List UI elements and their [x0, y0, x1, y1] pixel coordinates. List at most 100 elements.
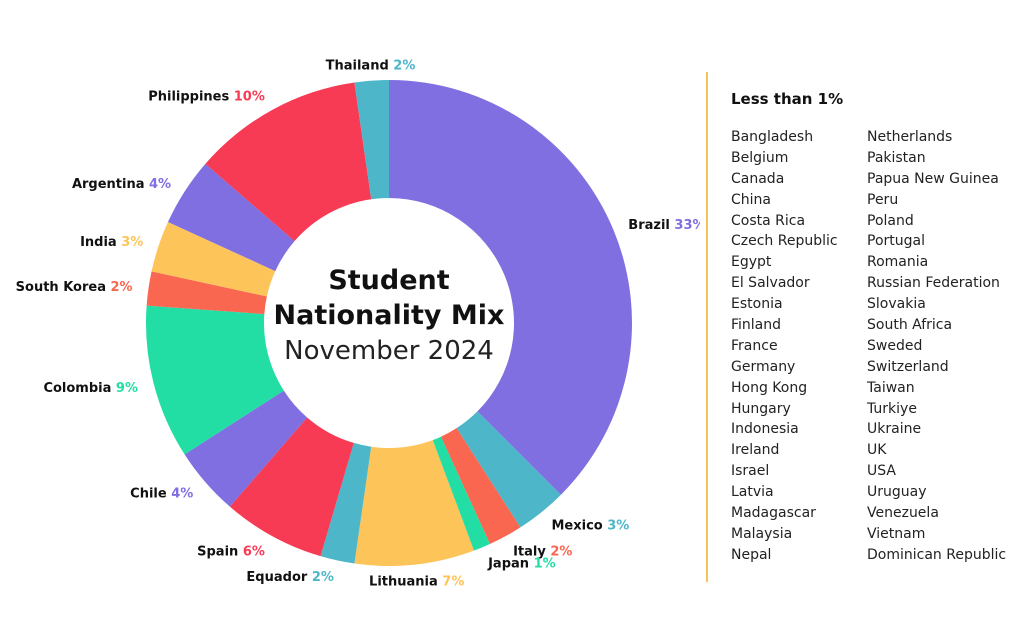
list-item: Madagascar [731, 505, 816, 522]
slice-label-percent: 1% [534, 556, 556, 571]
list-item: Russian Federation [867, 275, 1000, 292]
slice-label-name: Argentina [72, 177, 149, 192]
slice-label-spain: Spain 6% [197, 544, 265, 559]
list-item: Finland [731, 317, 782, 334]
list-item: USA [867, 463, 896, 480]
slice-japan [432, 436, 490, 551]
slice-label-philippines: Philippines 10% [148, 90, 265, 105]
slice-label-percent: 2% [312, 570, 334, 585]
slice-thailand [354, 80, 389, 200]
slice-label-name: Colombia [43, 381, 115, 396]
list-item: France [731, 337, 778, 354]
slice-label-name: Lithuania [369, 575, 442, 590]
slice-label-name: Chile [130, 487, 171, 502]
slice-label-percent: 10% [234, 90, 265, 105]
list-item: Ukraine [867, 421, 922, 438]
list-item: Sweded [867, 337, 923, 354]
list-item: Belgium [731, 149, 789, 166]
list-item: Vietnam [867, 525, 926, 542]
list-item: Malaysia [731, 525, 793, 542]
slice-label-south-korea: South Korea 2% [16, 280, 133, 295]
slice-lithuania [354, 440, 474, 566]
slice-philippines [205, 82, 372, 242]
list-item: Uruguay [867, 484, 927, 501]
list-item: Indonesia [731, 421, 799, 438]
slice-mexico [456, 411, 561, 528]
slice-label-name: Spain [197, 544, 243, 559]
slice-label-japan: Japan 1% [487, 556, 556, 571]
list-item: China [731, 191, 771, 208]
list-item: Portugal [867, 233, 925, 250]
chart-subtitle: November 2024 [284, 336, 494, 366]
donut-chart: Brazil 33%Mexico 3%Italy 2%Japan 1%Lithu… [16, 59, 700, 590]
slice-label-name: Equador [246, 570, 311, 585]
slice-colombia [146, 305, 284, 455]
slice-label-chile: Chile 4% [130, 487, 193, 502]
slice-label-name: Mexico [552, 519, 608, 534]
slice-label-brazil: Brazil 33% [628, 218, 700, 233]
list-item: Papua New Guinea [867, 170, 999, 187]
chart-title-line2: Nationality Mix [274, 300, 505, 331]
slice-label-lithuania: Lithuania 7% [369, 575, 464, 590]
slice-label-percent: 6% [243, 544, 265, 559]
list-item: Ireland [731, 442, 780, 459]
list-item: Hungary [731, 400, 791, 417]
legend-divider [706, 72, 708, 582]
list-item: Pakistan [867, 149, 926, 166]
list-item: Germany [731, 358, 796, 375]
slice-label-colombia: Colombia 9% [43, 381, 138, 396]
list-item: Dominican Republic [867, 546, 1007, 563]
slice-brazil [389, 80, 632, 495]
slice-spain [229, 417, 354, 557]
slice-label-thailand: Thailand 2% [326, 59, 416, 74]
slice-label-percent: 2% [550, 544, 572, 559]
slice-equador [320, 442, 372, 564]
slice-label-name: Brazil [628, 218, 674, 233]
list-item: Czech Republic [731, 233, 838, 250]
slice-label-argentina: Argentina 4% [72, 177, 171, 192]
list-item: Hong Kong [731, 379, 808, 396]
slice-label-percent: 9% [116, 381, 138, 396]
slice-south-korea [146, 271, 267, 315]
slice-label-name: Italy [513, 544, 550, 559]
slice-label-india: India 3% [80, 235, 143, 250]
slice-label-mexico: Mexico 3% [552, 519, 630, 534]
less-than-title: Less than 1% [731, 90, 844, 108]
list-item: Costa Rica [731, 212, 806, 229]
slice-label-italy: Italy 2% [513, 544, 572, 559]
list-item: Slovakia [867, 296, 926, 313]
list-item: South Africa [867, 317, 953, 334]
country-list-left: Bangladesh Belgium Canada China Costa Rica Cz… [731, 127, 838, 566]
country-list-right: Netherlands Pakistan Papua New Guinea Peru P… [867, 127, 1006, 566]
slice-label-name: Philippines [148, 90, 234, 105]
list-item: UK [867, 442, 887, 459]
list-item: Venezuela [867, 505, 939, 522]
list-item: Bangladesh [731, 129, 814, 145]
slice-label-percent: 7% [442, 575, 464, 590]
slice-argentina [167, 163, 295, 272]
slice-label-name: Thailand [326, 59, 394, 74]
slice-label-equador: Equador 2% [246, 570, 333, 585]
list-item: Netherlands [867, 129, 953, 145]
slice-label-name: South Korea [16, 280, 111, 295]
list-item: Poland [867, 212, 914, 229]
list-item: Israel [731, 463, 770, 480]
slice-labels: Brazil 33%Mexico 3%Italy 2%Japan 1%Lithu… [16, 59, 700, 590]
list-item: Latvia [731, 484, 774, 501]
slice-label-percent: 4% [149, 177, 171, 192]
slice-india [151, 222, 276, 297]
chart-title: Student [328, 265, 449, 296]
slice-label-name: Japan [487, 556, 533, 571]
list-item: Estonia [731, 296, 783, 313]
slice-italy [440, 428, 521, 545]
slice-label-percent: 33% [674, 218, 700, 233]
slice-label-percent: 3% [121, 235, 143, 250]
slice-chile [184, 390, 308, 507]
donut-slices [146, 80, 632, 566]
slice-label-percent: 4% [171, 487, 193, 502]
list-item: Taiwan [867, 379, 915, 396]
list-item: Peru [867, 191, 899, 208]
slice-label-percent: 3% [607, 519, 629, 534]
list-item: Egypt [731, 254, 772, 271]
slice-label-name: India [80, 235, 121, 250]
